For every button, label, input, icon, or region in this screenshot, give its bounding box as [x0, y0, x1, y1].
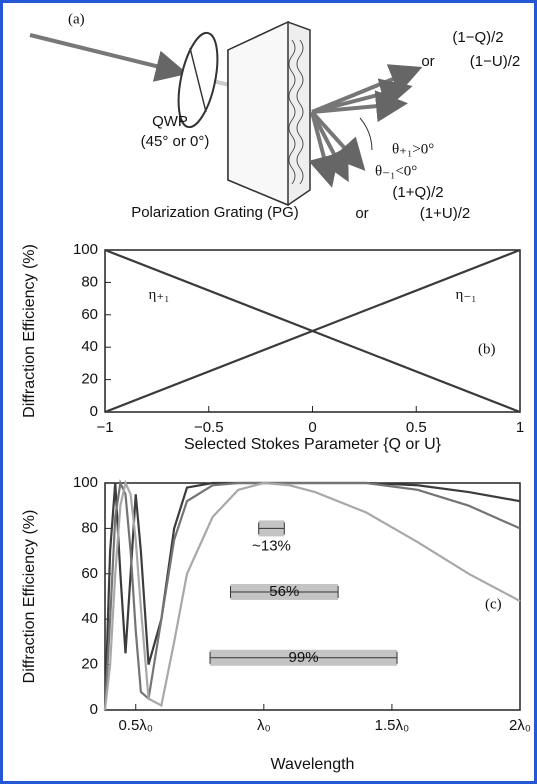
x-tick-label: −1: [96, 419, 113, 436]
y-tick-label: 100: [73, 241, 98, 258]
x-tick-label: 1: [516, 419, 524, 436]
theta-minus: θ₋₁<0°: [375, 163, 417, 179]
theta-plus: θ₊₁>0°: [392, 141, 434, 157]
grating-side: [227, 20, 289, 207]
diffracted-beams: [308, 64, 423, 188]
y-tick-label: 20: [81, 371, 98, 388]
panel-label: (a): [68, 11, 85, 27]
series-line: [103, 479, 521, 711]
angle-arc: [359, 117, 373, 151]
x-tick-label: 0.5: [406, 419, 427, 436]
lower-order-alt: (1+U)/2: [420, 205, 470, 222]
panel-a-diagram: (a) QWP (45° or 0°) Polarization Grating…: [29, 11, 520, 222]
upper-order: (1−Q)/2: [452, 29, 503, 46]
bandwidth-label: 99%: [289, 649, 319, 666]
qwp-label: QWP: [152, 113, 188, 130]
y-tick-label: 40: [81, 610, 98, 627]
series-label: η₋₁: [456, 287, 477, 303]
upper-or: or: [421, 53, 434, 70]
y-tick-label: 100: [73, 474, 98, 491]
y-tick-label: 0: [90, 403, 98, 420]
series-label: η₊₁: [148, 287, 169, 303]
x-tick-label: −0.5: [194, 419, 224, 436]
y-axis-title: Diffraction Efficiency (%): [21, 510, 38, 684]
lower-or: or: [355, 205, 368, 222]
y-tick-label: 20: [81, 656, 98, 673]
x-tick-label: 0.5λ₀: [118, 717, 153, 734]
qwp-axis: [189, 47, 207, 113]
y-tick-label: 60: [81, 565, 98, 582]
y-tick-label: 0: [90, 701, 98, 718]
y-tick-label: 80: [81, 273, 98, 290]
y-tick-label: 40: [81, 338, 98, 355]
qwp-angle: (45° or 0°): [141, 133, 210, 150]
y-axis-title: Diffraction Efficiency (%): [21, 244, 38, 418]
panel-label: (b): [478, 341, 496, 357]
x-axis-title: Wavelength: [271, 756, 355, 773]
bandwidth-label: 56%: [269, 583, 299, 600]
bandwidth-label: ~13%: [252, 537, 291, 554]
x-tick-label: 1.5λ₀: [375, 717, 410, 734]
y-tick-label: 60: [81, 306, 98, 323]
panel-label: (c): [485, 596, 502, 612]
series-line: [103, 479, 521, 711]
lower-order: (1+Q)/2: [392, 184, 443, 201]
x-tick-label: λ₀: [257, 717, 271, 734]
series-line: [104, 248, 521, 414]
grating-label: Polarization Grating (PG): [131, 204, 299, 221]
x-axis-title: Selected Stokes Parameter {Q or U}: [184, 436, 442, 453]
y-tick-label: 80: [81, 519, 98, 536]
input-beam: [29, 33, 188, 82]
x-tick-label: 0: [308, 419, 316, 436]
upper-order-alt: (1−U)/2: [470, 53, 520, 70]
grating-pattern: [288, 39, 304, 185]
x-tick-label: 2λ₀: [509, 717, 531, 734]
